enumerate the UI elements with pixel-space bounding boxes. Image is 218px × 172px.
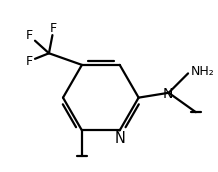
Text: N: N	[115, 131, 126, 146]
Text: F: F	[50, 22, 57, 35]
Text: F: F	[26, 29, 33, 42]
Text: F: F	[26, 55, 33, 68]
Text: NH₂: NH₂	[191, 65, 215, 78]
Text: N: N	[162, 87, 173, 101]
